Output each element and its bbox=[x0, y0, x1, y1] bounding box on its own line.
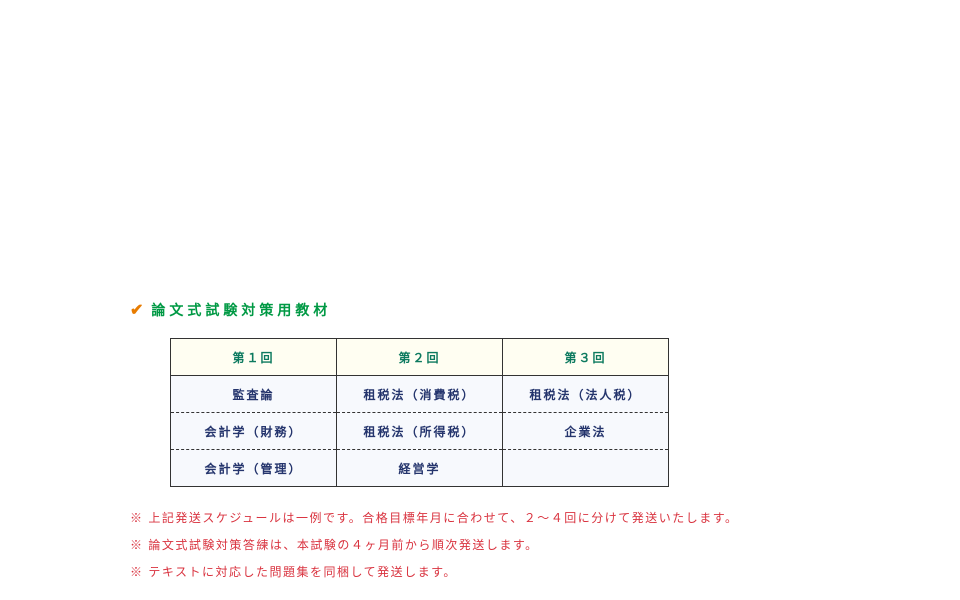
note-line: ※ テキストに対応した問題集を同梱して発送します。 bbox=[130, 563, 930, 582]
table-cell: 監査論 bbox=[171, 376, 337, 413]
check-icon: ✔ bbox=[130, 300, 143, 320]
table-cell: 企業法 bbox=[503, 413, 669, 450]
note-line: ※ 上記発送スケジュールは一例です。合格目標年月に合わせて、２〜４回に分けて発送… bbox=[130, 509, 930, 528]
table-header-cell: 第３回 bbox=[503, 339, 669, 376]
table-row: 監査論 租税法（消費税） 租税法（法人税） bbox=[171, 376, 669, 413]
table-header-cell: 第１回 bbox=[171, 339, 337, 376]
table-cell: 租税法（消費税） bbox=[337, 376, 503, 413]
schedule-table: 第１回 第２回 第３回 監査論 租税法（消費税） 租税法（法人税） 会計学（財務… bbox=[170, 338, 669, 487]
table-cell: 経営学 bbox=[337, 450, 503, 487]
section-title: 論文式試験対策用教材 bbox=[151, 300, 331, 320]
table-header-cell: 第２回 bbox=[337, 339, 503, 376]
table-cell bbox=[503, 450, 669, 487]
table-cell: 租税法（所得税） bbox=[337, 413, 503, 450]
content-region: ✔ 論文式試験対策用教材 第１回 第２回 第３回 監査論 租税法（消費税） 租税… bbox=[130, 300, 930, 591]
table-cell: 租税法（法人税） bbox=[503, 376, 669, 413]
section-header: ✔ 論文式試験対策用教材 bbox=[130, 300, 930, 320]
table-cell: 会計学（管理） bbox=[171, 450, 337, 487]
table-cell: 会計学（財務） bbox=[171, 413, 337, 450]
table-row: 会計学（管理） 経営学 bbox=[171, 450, 669, 487]
table-row: 会計学（財務） 租税法（所得税） 企業法 bbox=[171, 413, 669, 450]
notes-block: ※ 上記発送スケジュールは一例です。合格目標年月に合わせて、２〜４回に分けて発送… bbox=[130, 509, 930, 583]
table-header-row: 第１回 第２回 第３回 bbox=[171, 339, 669, 376]
note-line: ※ 論文式試験対策答練は、本試験の４ヶ月前から順次発送します。 bbox=[130, 536, 930, 555]
